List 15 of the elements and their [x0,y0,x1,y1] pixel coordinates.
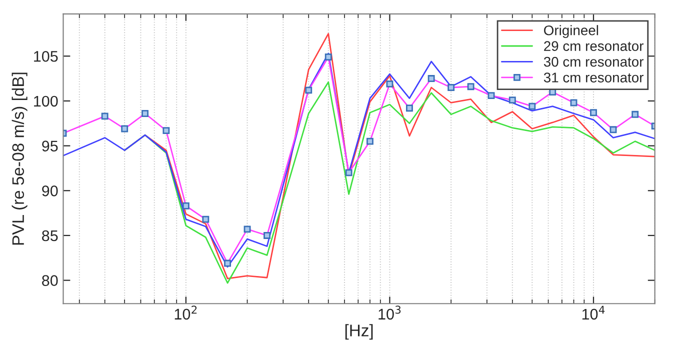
y-tick-label: 105 [34,50,58,62]
x-tick-label: 10$^{2}$ [174,306,197,320]
legend-label: 30 cm resonator [544,56,644,67]
y-tick-label: 100 [34,96,58,107]
x-tick-label: 10$^{4}$ [582,306,605,320]
y-tick-label: 90 [42,186,58,196]
y-axis-title: PVL (re 5e-08 m/s) [dB] [12,72,28,245]
y-tick-label: 95 [42,140,58,152]
x-tick-label: 10$^{3}$ [378,306,401,320]
legend-label: 31 cm resonator [544,72,644,82]
y-tick-label: 80 [42,275,58,286]
y-tick-label: 85 [42,230,58,242]
x-axis-title: [Hz] [345,324,373,340]
legend-label: 29 cm resonator [544,41,644,51]
legend-label: Origineel [544,25,598,38]
